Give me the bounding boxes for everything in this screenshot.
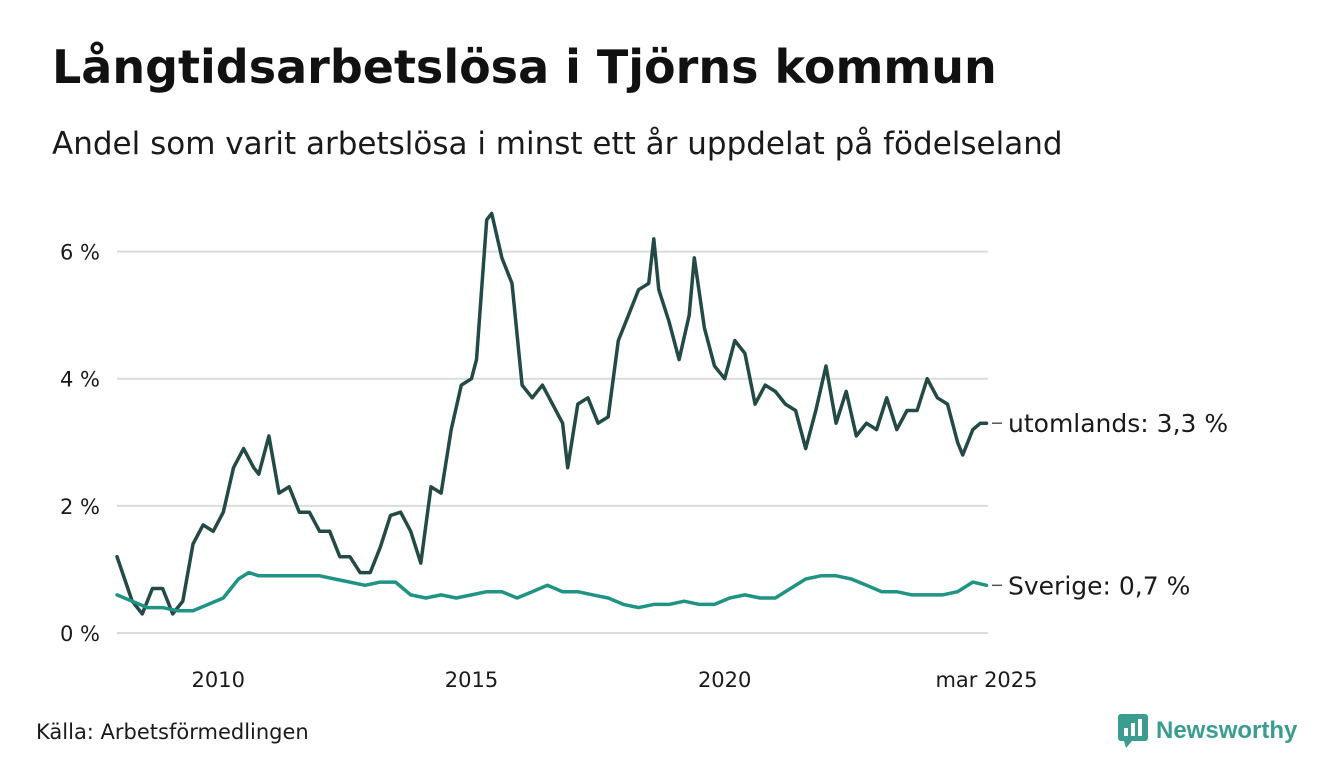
y-tick-label: 2 % <box>60 495 100 519</box>
chart-subtitle: Andel som varit arbetslösa i minst ett å… <box>52 126 1063 162</box>
y-tick-label: 6 % <box>60 241 100 265</box>
newsworthy-logo-icon <box>1118 714 1148 748</box>
y-tick-label: 4 % <box>60 368 100 392</box>
series-label-sverige: Sverige: 0,7 % <box>1008 571 1190 600</box>
series-line-sverige <box>115 570 989 613</box>
chart-title: Långtidsarbetslösa i Tjörns kommun <box>52 40 997 94</box>
series-line-utomlands <box>115 211 989 616</box>
x-axis-ticks: 2010 2015 2020 mar 2025 <box>192 668 1038 692</box>
source-note: Källa: Arbetsförmedlingen <box>36 720 309 744</box>
series-lines <box>115 211 989 616</box>
series-label-utomlands: utomlands: 3,3 % <box>1008 409 1228 438</box>
x-tick-label: 2020 <box>698 668 751 692</box>
x-tick-label: 2010 <box>192 668 245 692</box>
grid-lines <box>117 250 988 634</box>
y-tick-label: 0 % <box>60 622 100 646</box>
y-axis-ticks: 0 % 2 % 4 % 6 % <box>60 241 100 646</box>
brand: Newsworthy <box>1118 714 1297 748</box>
series-labels: utomlands: 3,3 % Sverige: 0,7 % <box>992 409 1228 600</box>
x-tick-label: mar 2025 <box>935 668 1037 692</box>
x-tick-label: 2015 <box>445 668 498 692</box>
brand-name: Newsworthy <box>1156 717 1298 744</box>
